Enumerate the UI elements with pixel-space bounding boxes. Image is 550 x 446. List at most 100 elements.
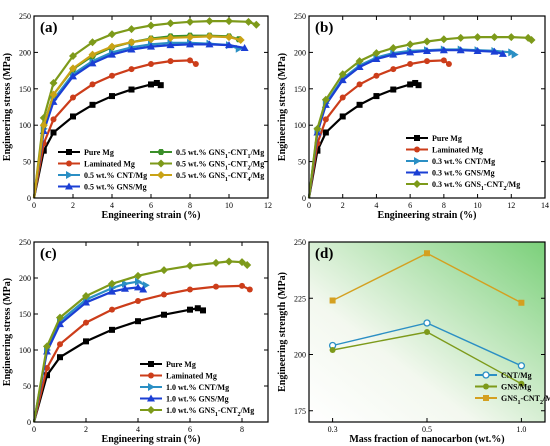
chart-panel-2: 0 50 100 150 200 250 0 2 4 6 8 10 12 14 Engineering st… (277, 12, 549, 221)
data-point (135, 298, 141, 305)
data-point (49, 78, 58, 87)
data-point (187, 286, 193, 293)
x-tick-label: 8 (188, 201, 192, 210)
legend-label: 1.0 wt.% GNS/Mg (166, 395, 229, 404)
data-point (69, 52, 77, 61)
data-point (186, 261, 194, 270)
data-point (108, 50, 116, 58)
data-point (205, 40, 214, 48)
data-point (338, 76, 347, 84)
data-point (225, 41, 233, 49)
data-point (166, 41, 175, 49)
legend-marker (414, 146, 420, 153)
data-point (511, 50, 519, 59)
legend-marker (66, 149, 72, 155)
x-axis-title: Mass fraction of nanocarbon (wt.%) (349, 434, 504, 445)
data-point (373, 72, 380, 79)
data-point (44, 372, 50, 379)
data-point (339, 94, 346, 101)
legend-item: 1.0 wt.% GNS1-CNT2/Mg (140, 406, 254, 418)
data-point (321, 95, 330, 104)
legend-label: 0.3 wt.% GNS/Mg (432, 169, 495, 178)
data-point (406, 40, 415, 49)
legend-item: Pure Mg (140, 360, 196, 369)
data-point (69, 64, 77, 73)
data-point (355, 57, 364, 66)
y-tick-label: 50 (23, 158, 31, 167)
series-1 (32, 305, 206, 423)
data-point (252, 20, 261, 29)
y-tick-label: 100 (19, 121, 31, 130)
data-point (148, 81, 154, 88)
data-point (243, 261, 252, 270)
legend-label: GNS1-CNT2/Mg (501, 394, 550, 406)
data-point (518, 299, 525, 306)
series-7 (32, 32, 245, 199)
data-point (406, 48, 415, 56)
data-point (415, 82, 422, 89)
x-tick-label: 8 (240, 425, 244, 434)
data-point (82, 298, 90, 306)
data-point (109, 326, 115, 333)
data-point (518, 380, 525, 387)
x-tick-label: 2 (341, 201, 345, 210)
y-axis-title: Engineering strength (MPa) (277, 272, 288, 392)
panel-label: (d) (315, 246, 333, 262)
y-axis-title: Engineering stress (MPa) (2, 53, 13, 161)
legend-item: Laminated Mg (406, 146, 483, 155)
y-axis-title: Engineering stress (MPa) (2, 278, 13, 386)
data-point (167, 58, 174, 65)
x-tick-label: 0.3 (328, 425, 338, 434)
x-tick-label: 2 (71, 201, 75, 210)
legend-marker (147, 406, 155, 414)
data-point (194, 305, 201, 312)
data-point (121, 284, 129, 292)
data-point (187, 57, 193, 64)
data-point (329, 347, 336, 353)
data-point (109, 72, 115, 79)
y-tick-label: 50 (23, 382, 31, 391)
data-point (187, 306, 193, 313)
data-point (49, 90, 58, 99)
data-point (128, 86, 135, 93)
legend-item: 0.5 wt.% CNT/Mg (58, 171, 147, 180)
series-2 (307, 57, 452, 199)
data-point (239, 282, 245, 289)
data-point (473, 33, 482, 42)
y-tick-label: 150 (19, 310, 31, 319)
data-point (225, 33, 233, 42)
data-point (127, 25, 136, 34)
data-point (147, 35, 155, 44)
data-point (372, 49, 381, 58)
chart-panel-3: 0 50 100 150 200 250 0 2 4 6 8 Engineering strain (… (2, 238, 269, 445)
data-point (456, 46, 465, 54)
data-point (390, 86, 397, 93)
data-point (166, 19, 175, 28)
legend-marker (66, 160, 72, 167)
data-point (244, 17, 253, 26)
data-point (314, 147, 321, 154)
plot-frame (308, 15, 546, 199)
data-point (423, 319, 431, 327)
data-point (200, 307, 206, 314)
data-point (160, 266, 168, 275)
data-point (440, 57, 447, 64)
data-point (473, 46, 482, 54)
data-point (240, 44, 249, 52)
series-line (32, 307, 204, 423)
series-line (307, 35, 533, 199)
data-point (412, 79, 419, 86)
legend-label: 1.0 wt.% CNT/Mg (166, 383, 229, 392)
legend-item: 0.5 wt.% GNS1-CNT1/Mg (150, 148, 264, 160)
x-tick-label: 6 (188, 425, 192, 434)
legend-marker (65, 182, 73, 190)
legend: Pure Mg Laminated Mg 0.5 wt.% CNT/Mg 0.5 wt… (58, 148, 264, 192)
data-point (108, 287, 116, 295)
y-tick-label: 0 (27, 418, 31, 427)
panel-label: (a) (40, 20, 58, 36)
legend-marker (483, 395, 489, 401)
plot-frame (33, 241, 269, 423)
legend-item: 0.3 wt.% CNT/Mg (406, 157, 495, 166)
x-tick-label: 0 (307, 201, 311, 210)
